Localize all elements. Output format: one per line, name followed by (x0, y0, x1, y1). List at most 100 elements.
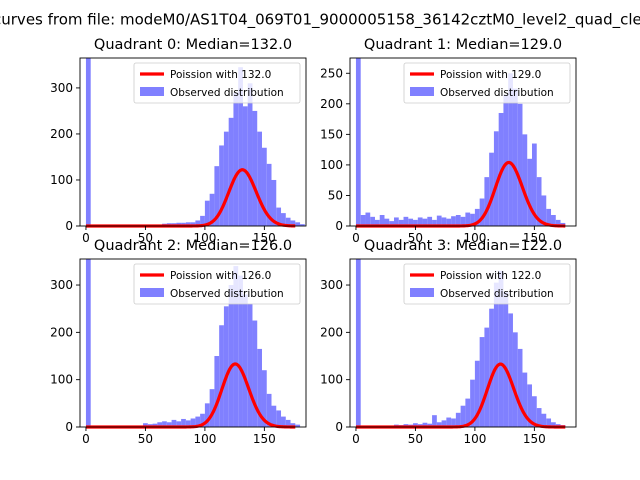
quadrant-0-ytick-label-2: 200 (50, 127, 73, 141)
quadrant-1-xtick-label-0: 0 (352, 231, 360, 245)
quadrant-3-ytick-label-1: 100 (320, 373, 343, 387)
quadrant-1-hist-bar-21 (455, 215, 461, 226)
quadrant-3-legend-observed-label: Observed distribution (440, 288, 554, 300)
quadrant-0-hist-bar-30 (300, 224, 305, 226)
quadrant-3-hist-bar-31 (536, 408, 542, 427)
quadrant-0-hist-bar-19 (247, 83, 253, 227)
quadrant-1-hist-bar-0 (355, 58, 361, 226)
quadrant-1-ytick-label-0: 0 (335, 219, 343, 233)
quadrant-2-hist-bar-24 (252, 320, 258, 427)
quadrant-0-hist-bar-6 (185, 222, 191, 226)
quadrant-0-hist-bar-8 (195, 220, 201, 226)
quadrant-1-hist-bar-12 (413, 219, 418, 226)
quadrant-1-legend-observed-label: Observed distribution (440, 87, 554, 99)
quadrant-1-hist-bar-36 (527, 158, 532, 226)
quadrant-1-ytick-label-2: 100 (320, 158, 343, 172)
quadrant-3-hist-bar-0 (355, 259, 361, 427)
quadrant-0-hist-bar-16 (233, 92, 239, 227)
quadrant-2-hist-bar-12 (195, 416, 201, 427)
quadrant-0-hist-bar-25 (276, 207, 282, 226)
quadrant-1-xtick-label-2: 100 (463, 231, 486, 245)
quadrant-1-hist-bar-31 (503, 94, 509, 227)
quadrant-2-hist-bar-30 (281, 416, 286, 427)
quadrant-2-hist-bar-32 (290, 423, 296, 427)
quadrant-0-hist-bar-17 (238, 67, 243, 227)
quadrant-2-hist-bar-0 (85, 259, 91, 427)
quadrant-2-xtick-label-0: 0 (82, 432, 90, 446)
quadrant-1-hist-bar-4 (374, 219, 380, 226)
quadrant-0-panel: Quadrant 0: Median=132.0 0 50 100 150 0 100 200… (50, 37, 307, 245)
quadrant-1-hist-bar-9 (398, 219, 404, 226)
quadrant-0-xtick-label-3: 150 (253, 231, 276, 245)
quadrant-3-hist-bar-16 (465, 398, 471, 427)
quadrant-1-hist-bar-5 (379, 215, 385, 226)
quadrant-0-hist-bar-18 (242, 106, 248, 226)
quadrant-3-xtick-label-3: 150 (523, 432, 546, 446)
figure-suptitle: Light curves from file: modeM0/AS1T04_06… (0, 11, 640, 30)
quadrant-1-hist-bar-33 (512, 88, 518, 226)
quadrant-0-hist-bar-21 (257, 131, 262, 226)
quadrant-2-hist-bar-16 (214, 356, 220, 427)
quadrant-1-hist-bar-10 (403, 216, 409, 226)
quadrant-0-hist-bar-11 (209, 193, 215, 226)
quadrant-3-hist-bar-5 (413, 423, 418, 427)
quadrant-1-hist-bar-35 (522, 134, 528, 226)
quadrant-3-xtick-label-1: 50 (408, 432, 423, 446)
quadrant-0-ytick-label-1: 100 (50, 173, 73, 187)
quadrant-1-hist-bar-3 (370, 216, 375, 226)
quadrant-3-hist-bar-25 (508, 313, 513, 427)
quadrant-3-hist-bar-17 (470, 379, 475, 427)
quadrant-1-panel: Quadrant 1: Median=129.0 0 50 100 150 0 50 100 1… (320, 37, 577, 245)
quadrant-0-hist-bar-23 (266, 163, 272, 226)
quadrant-1-hist-bar-22 (460, 216, 466, 226)
quadrant-0-legend-poisson-label: Poission with 132.0 (170, 69, 271, 81)
quadrant-3-hist-bar-12 (446, 417, 452, 427)
quadrant-3-legend-poisson-label: Poission with 122.0 (440, 270, 541, 282)
quadrant-1-hist-bar-2 (365, 212, 371, 226)
quadrant-2-hist-bar-22 (242, 294, 248, 427)
quadrant-0-ytick-label-3: 300 (50, 81, 73, 95)
quadrant-2-xtick-label-2: 100 (193, 432, 216, 446)
quadrant-3-xtick-label-0: 0 (352, 432, 360, 446)
quadrant-3-hist-bar-21 (489, 308, 494, 427)
quadrant-2-hist-bar-18 (223, 306, 229, 427)
quadrant-1-hist-bar-17 (436, 215, 442, 226)
quadrant-1-hist-bar-20 (451, 216, 456, 226)
quadrant-3-hist-bar-11 (441, 420, 447, 427)
quadrant-2-ytick-label-1: 100 (50, 373, 73, 387)
quadrant-2-hist-bar-27 (266, 393, 272, 427)
quadrant-1-hist-bar-6 (384, 218, 390, 226)
quadrant-2-legend-poisson-label: Poission with 126.0 (170, 270, 271, 282)
quadrant-3-hist-bar-23 (498, 270, 504, 427)
quadrant-0-hist-bar-15 (228, 117, 234, 226)
quadrant-3-panel: Quadrant 3: Median=122.0 0 50 100 150 0 100 200… (320, 238, 577, 446)
quadrant-2-ytick-label-3: 300 (50, 278, 73, 292)
quadrant-1-hist-bar-40 (546, 208, 552, 226)
quadrant-3-hist-bar-22 (493, 282, 499, 427)
quadrant-0-hist-bar-29 (295, 222, 301, 226)
quadrant-1-hist-bar-27 (484, 177, 490, 226)
quadrant-2-hist-bar-3 (152, 423, 158, 427)
quadrant-0-xtick-label-1: 50 (138, 231, 153, 245)
quadrant-0-hist-bar-22 (261, 147, 267, 226)
quadrant-2-hist-bar-9 (181, 418, 186, 427)
quadrant-3-hist-bar-19 (479, 337, 485, 427)
quadrant-1-hist-bar-15 (427, 216, 433, 226)
quadrant-1-hist-bar-16 (432, 219, 437, 226)
quadrant-2-hist-bar-10 (185, 420, 191, 427)
quadrant-0-xtick-label-2: 100 (193, 231, 216, 245)
quadrant-3-hist-bar-27 (517, 348, 523, 427)
quadrant-0-hist-bar-12 (214, 166, 220, 226)
quadrant-2-hist-bar-33 (295, 424, 301, 427)
quadrant-2-hist-bar-19 (228, 285, 234, 427)
quadrant-1-axes-frame (349, 57, 577, 227)
quadrant-1-hist-bar-39 (541, 195, 547, 226)
quadrant-2-hist-bar-11 (190, 418, 196, 427)
quadrant-1-hist-bar-13 (417, 217, 423, 226)
quadrant-0-hist-bar-14 (223, 131, 229, 226)
quadrant-2-hist-bar-15 (209, 389, 215, 427)
quadrant-1-hist-bar-18 (441, 217, 447, 226)
quadrant-0-hist-bar-4 (176, 222, 182, 226)
quadrant-1-hist-bar-37 (531, 143, 537, 226)
quadrant-0-hist-bar-13 (219, 145, 224, 226)
